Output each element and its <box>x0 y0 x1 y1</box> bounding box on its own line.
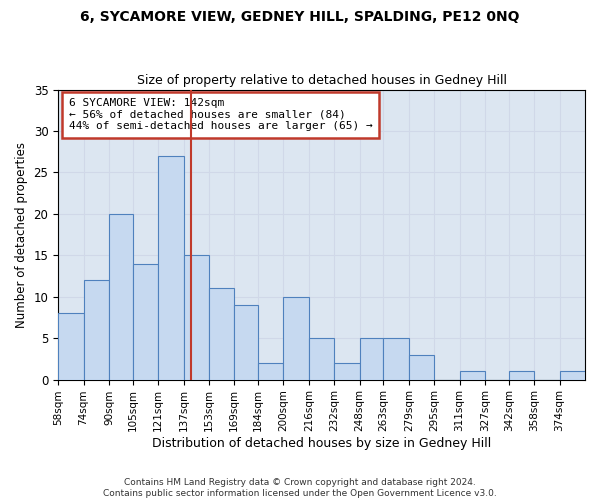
Bar <box>359 338 383 380</box>
Y-axis label: Number of detached properties: Number of detached properties <box>15 142 28 328</box>
Bar <box>283 296 309 380</box>
Bar <box>158 156 184 380</box>
X-axis label: Distribution of detached houses by size in Gedney Hill: Distribution of detached houses by size … <box>152 437 491 450</box>
Bar <box>83 280 109 380</box>
Bar <box>209 288 234 380</box>
Bar <box>560 372 585 380</box>
Bar <box>309 338 334 380</box>
Bar <box>184 256 209 380</box>
Text: 6, SYCAMORE VIEW, GEDNEY HILL, SPALDING, PE12 0NQ: 6, SYCAMORE VIEW, GEDNEY HILL, SPALDING,… <box>80 10 520 24</box>
Bar <box>58 314 83 380</box>
Bar <box>133 264 158 380</box>
Bar <box>460 372 485 380</box>
Text: Contains HM Land Registry data © Crown copyright and database right 2024.
Contai: Contains HM Land Registry data © Crown c… <box>103 478 497 498</box>
Bar <box>409 354 434 380</box>
Bar <box>383 338 409 380</box>
Bar <box>234 305 258 380</box>
Text: 6 SYCAMORE VIEW: 142sqm
← 56% of detached houses are smaller (84)
44% of semi-de: 6 SYCAMORE VIEW: 142sqm ← 56% of detache… <box>68 98 373 132</box>
Bar <box>258 363 283 380</box>
Bar <box>509 372 534 380</box>
Bar <box>109 214 133 380</box>
Title: Size of property relative to detached houses in Gedney Hill: Size of property relative to detached ho… <box>137 74 506 87</box>
Bar <box>334 363 359 380</box>
